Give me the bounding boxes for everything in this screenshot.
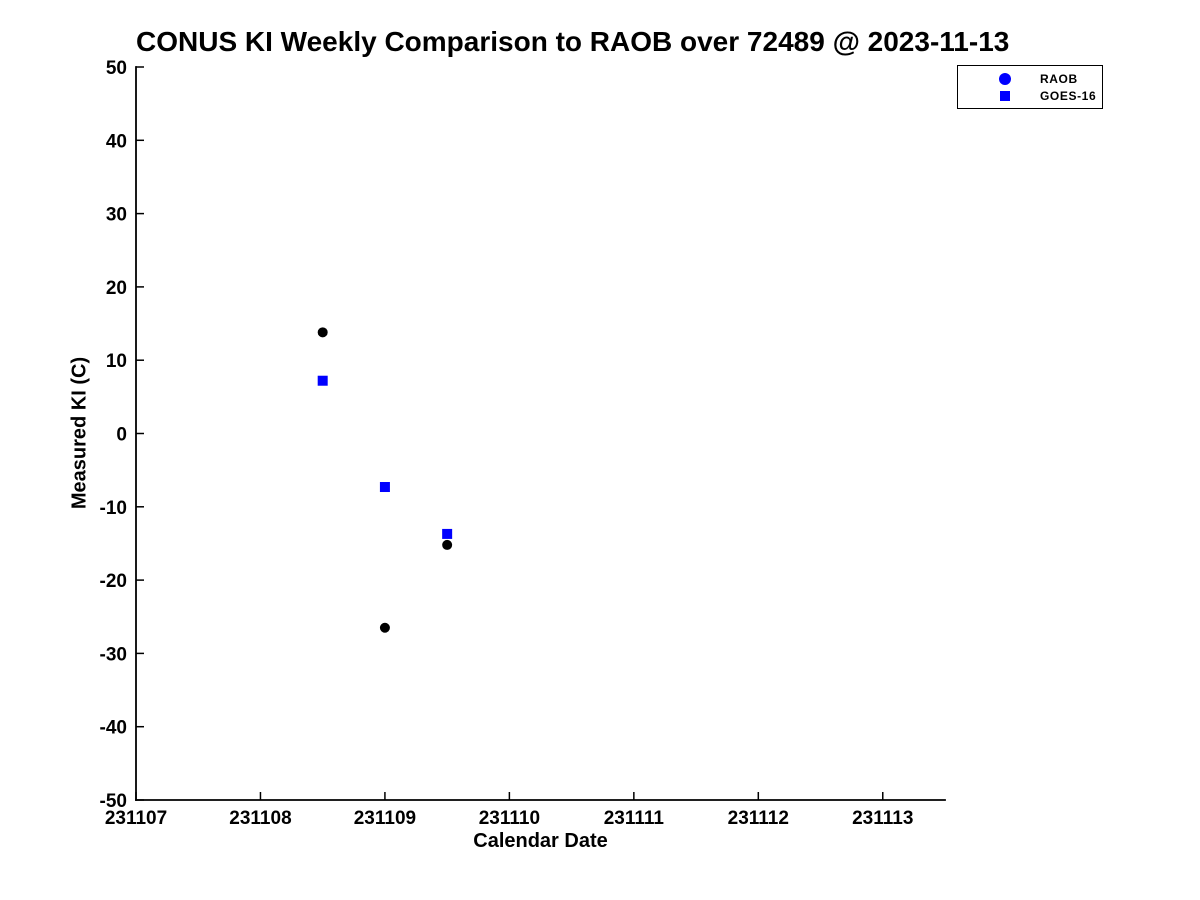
y-tick-label: 30 [106,205,127,226]
y-tick-label: 40 [106,131,127,152]
x-tick-label: 231108 [229,808,291,829]
y-tick-label: -10 [100,498,127,519]
x-tick-label: 231113 [852,808,913,829]
raob-data-point [442,539,453,550]
goes-16-data-point [442,528,453,539]
goes-16-data-point [379,482,390,493]
x-tick-label: 231111 [604,808,665,829]
x-tick-label: 231112 [728,808,789,829]
raob-data-point [379,622,390,633]
y-tick-label: -30 [100,644,127,665]
x-tick-label: 231107 [105,808,167,829]
y-tick-label: -40 [100,718,127,739]
legend-label-goes16: GOES-16 [1040,88,1097,103]
y-tick-label: 50 [106,58,127,79]
x-tick-label: 231109 [354,808,416,829]
x-tick-label: 231110 [479,808,540,829]
legend: RAOB GOES-16 [957,65,1103,109]
x-axis-label: Calendar Date [473,830,608,852]
y-tick-label: -50 [100,791,127,812]
y-tick-label: 20 [106,278,127,299]
raob-data-point [317,327,328,338]
y-tick-label: 0 [116,425,127,446]
goes-16-data-point [317,375,328,386]
y-tick-label: 10 [106,351,127,372]
y-tick-label: -20 [100,571,127,592]
goes16-square-icon [1000,90,1010,101]
legend-item-raob: RAOB [999,72,1102,86]
legend-item-goes16: GOES-16 [999,89,1102,103]
raob-circle-icon [999,72,1011,85]
legend-label-raob: RAOB [1040,71,1078,86]
y-axis-label: Measured KI (C) [68,356,91,510]
chart-title: CONUS KI Weekly Comparison to RAOB over … [136,26,1010,57]
